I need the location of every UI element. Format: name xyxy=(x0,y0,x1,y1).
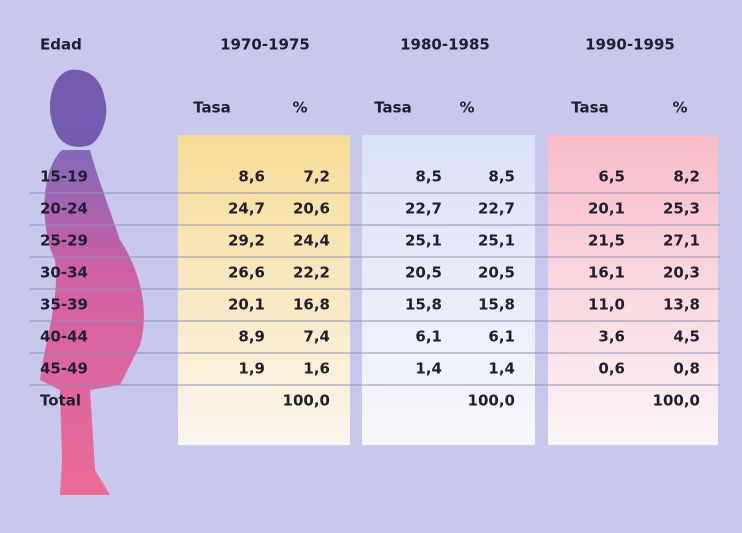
total-label: Total xyxy=(40,392,81,410)
cell: 8,2 xyxy=(673,168,700,186)
cell: 25,1 xyxy=(478,232,515,250)
cell: 22,2 xyxy=(293,264,330,282)
cell: 1,6 xyxy=(303,360,330,378)
cell: 15,8 xyxy=(405,296,442,314)
cell: 8,5 xyxy=(488,168,515,186)
group-header: 1980-1985 xyxy=(400,36,490,54)
cell: 6,5 xyxy=(598,168,625,186)
cell: 20,1 xyxy=(228,296,265,314)
corner-header: Edad xyxy=(40,36,82,54)
cell: 8,9 xyxy=(238,328,265,346)
sub-header: % xyxy=(459,99,474,117)
cell: 16,8 xyxy=(293,296,330,314)
cell: 16,1 xyxy=(588,264,625,282)
sub-header: % xyxy=(672,99,687,117)
cell: 1,9 xyxy=(238,360,265,378)
cell: 6,1 xyxy=(488,328,515,346)
cell: 20,5 xyxy=(405,264,442,282)
cell: 8,6 xyxy=(238,168,265,186)
cell: 7,2 xyxy=(303,168,330,186)
row-label: 15-19 xyxy=(40,168,88,186)
cell: 1,4 xyxy=(415,360,442,378)
cell: 13,8 xyxy=(663,296,700,314)
cell: 1,4 xyxy=(488,360,515,378)
cell: 22,7 xyxy=(478,200,515,218)
total-cell: 100,0 xyxy=(468,392,515,410)
cell: 0,6 xyxy=(598,360,625,378)
cell: 0,8 xyxy=(673,360,700,378)
cell: 27,1 xyxy=(663,232,700,250)
total-cell: 100,0 xyxy=(283,392,330,410)
group-header: 1970-1975 xyxy=(220,36,310,54)
sub-header: % xyxy=(292,99,307,117)
row-label: 35-39 xyxy=(40,296,88,314)
sub-header: Tasa xyxy=(571,99,608,117)
row-label: 45-49 xyxy=(40,360,88,378)
cell: 11,0 xyxy=(588,296,625,314)
row-label: 40-44 xyxy=(40,328,88,346)
cell: 20,6 xyxy=(293,200,330,218)
sub-header: Tasa xyxy=(374,99,411,117)
cell: 21,5 xyxy=(588,232,625,250)
cell: 25,1 xyxy=(405,232,442,250)
row-label: 30-34 xyxy=(40,264,88,282)
total-cell: 100,0 xyxy=(653,392,700,410)
cell: 24,7 xyxy=(228,200,265,218)
row-label: 25-29 xyxy=(40,232,88,250)
cell: 29,2 xyxy=(228,232,265,250)
cell: 6,1 xyxy=(415,328,442,346)
cell: 15,8 xyxy=(478,296,515,314)
cell: 20,3 xyxy=(663,264,700,282)
cell: 26,6 xyxy=(228,264,265,282)
sub-header: Tasa xyxy=(193,99,230,117)
table-graphic: Edad 1970-1975 Tasa% 1980-1985 Tasa% 1990-199… xyxy=(0,0,742,533)
cell: 25,3 xyxy=(663,200,700,218)
cell: 20,5 xyxy=(478,264,515,282)
cell: 3,6 xyxy=(598,328,625,346)
cell: 20,1 xyxy=(588,200,625,218)
cell: 7,4 xyxy=(303,328,330,346)
group-header: 1990-1995 xyxy=(585,36,675,54)
cell: 8,5 xyxy=(415,168,442,186)
cell: 22,7 xyxy=(405,200,442,218)
row-label: 20-24 xyxy=(40,200,88,218)
cell: 24,4 xyxy=(293,232,330,250)
cell: 4,5 xyxy=(673,328,700,346)
